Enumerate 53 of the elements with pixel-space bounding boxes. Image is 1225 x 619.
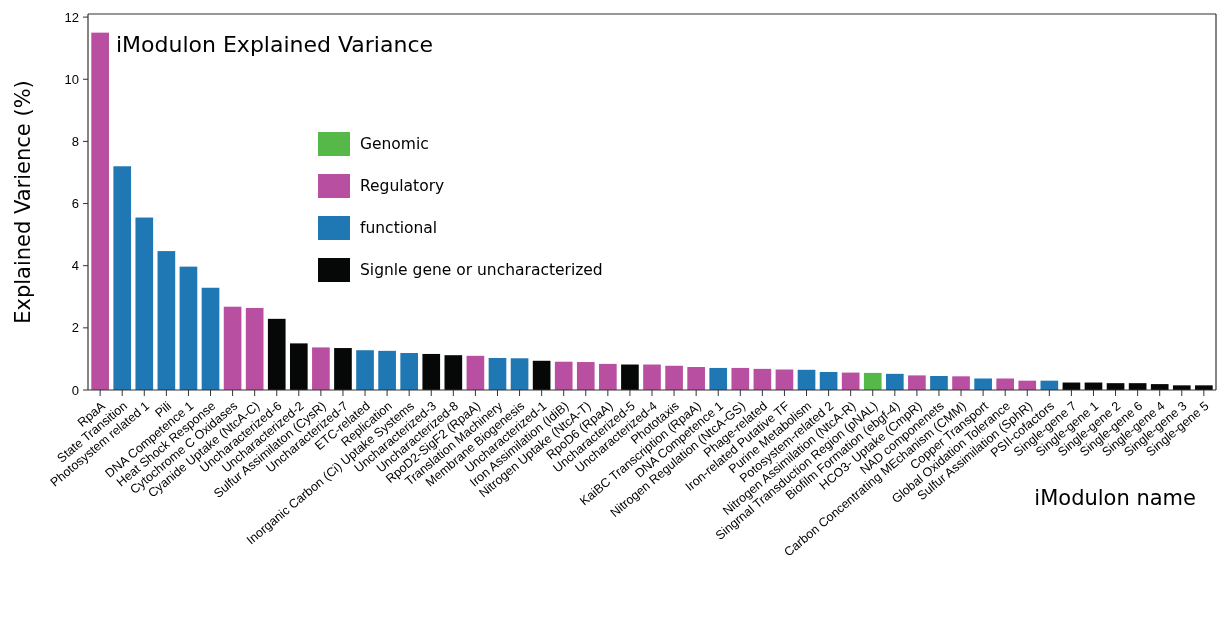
- bar: [819, 371, 838, 390]
- bar: [908, 375, 926, 390]
- bar: [665, 365, 683, 390]
- bar: [510, 358, 529, 390]
- bar: [576, 362, 595, 390]
- bar: [488, 357, 507, 390]
- legend-label: Genomic: [360, 135, 429, 154]
- bar: [863, 372, 882, 390]
- bar: [687, 367, 705, 390]
- y-axis-title: Explained Varience (%): [11, 80, 35, 324]
- bar: [643, 364, 661, 390]
- y-tick-label: 6: [71, 196, 79, 212]
- bar: [223, 306, 242, 390]
- bar: [885, 373, 904, 390]
- bar: [554, 361, 573, 390]
- bar: [201, 287, 220, 390]
- y-tick-label: 2: [71, 320, 79, 336]
- bar: [532, 360, 551, 390]
- bar: [775, 369, 794, 390]
- bar: [334, 348, 352, 390]
- bar: [599, 363, 617, 390]
- bar: [245, 307, 264, 390]
- bar: [179, 266, 198, 390]
- y-tick-label: 0: [71, 382, 79, 398]
- y-tick-label: 10: [64, 71, 79, 87]
- bar: [466, 355, 485, 390]
- bar: [267, 318, 286, 390]
- bar: [356, 350, 374, 390]
- bar: [400, 353, 419, 390]
- bar: [91, 32, 109, 390]
- legend-label: Regulatory: [360, 177, 445, 196]
- legend-label: Signle gene or uncharacterized: [360, 261, 603, 280]
- bar: [952, 376, 970, 390]
- bar: [731, 367, 750, 390]
- bar: [797, 369, 816, 390]
- y-tick-label: 8: [71, 133, 79, 149]
- bar: [930, 376, 948, 390]
- bar: [312, 347, 330, 390]
- legend-label: functional: [360, 219, 438, 238]
- bar: [157, 251, 176, 390]
- bar: [709, 367, 728, 390]
- bar: [289, 343, 308, 390]
- text: iModulon Explained Variance: [116, 32, 434, 57]
- y-tick-label: 12: [64, 9, 79, 25]
- bar: [753, 368, 772, 390]
- bar: [135, 217, 154, 390]
- x-axis-title: iModulon name: [1034, 486, 1196, 510]
- bar: [113, 166, 132, 390]
- bar: [378, 350, 396, 390]
- y-tick-label: 4: [71, 258, 79, 274]
- bar: [444, 355, 463, 390]
- bar: [621, 364, 639, 390]
- bar: [422, 353, 441, 390]
